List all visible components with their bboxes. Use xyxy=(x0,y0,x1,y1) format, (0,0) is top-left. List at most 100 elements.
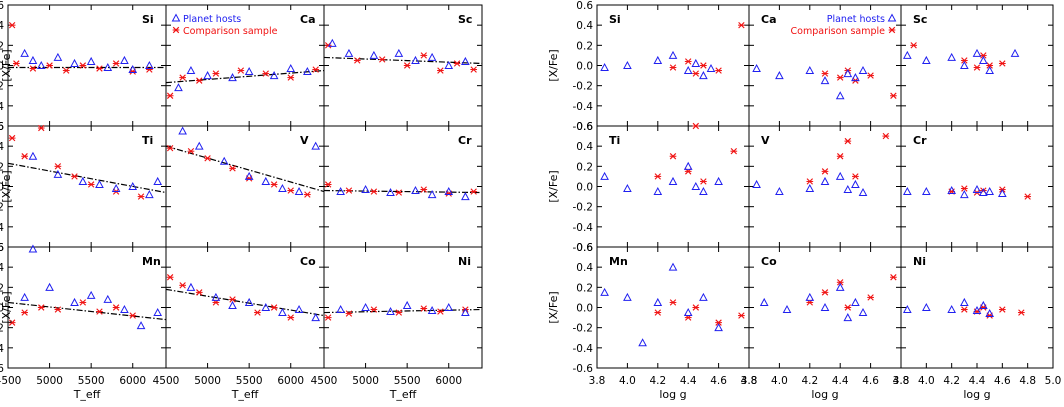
planet-host-point xyxy=(691,181,701,190)
element-label: Mn xyxy=(142,255,161,268)
y-tick-label: -0.6 xyxy=(573,363,594,375)
x-axis-label: log g xyxy=(811,388,838,401)
planet-host-point xyxy=(902,50,912,59)
planet-host-point xyxy=(228,300,237,309)
comparison-point xyxy=(62,67,70,74)
x-tick-label: 4500 xyxy=(311,375,338,387)
planet-host-point xyxy=(120,55,129,64)
planet-host-point xyxy=(843,69,853,78)
y-tick-label: -0.2 xyxy=(573,81,594,93)
planet-host-point xyxy=(714,323,723,332)
planet-host-point xyxy=(972,184,982,194)
planet-host-point xyxy=(985,186,995,196)
planet-host-point xyxy=(219,156,229,165)
planet-host-point xyxy=(972,48,982,57)
x-tick-label: 5000 xyxy=(194,375,221,387)
planet-host-point xyxy=(653,55,663,64)
y-tick-label: -0.2 xyxy=(0,202,4,214)
y-tick-label: 0.6 xyxy=(576,121,593,133)
comparison-point xyxy=(8,21,16,29)
element-label: Si xyxy=(609,13,621,26)
comparison-point xyxy=(12,60,20,67)
comparison-point xyxy=(353,57,361,64)
planet-host-point xyxy=(136,321,146,330)
planet-host-point xyxy=(714,176,723,185)
element-label: Ni xyxy=(913,255,926,268)
element-label: Cr xyxy=(913,134,927,147)
planet-host-point xyxy=(111,183,121,193)
comparison-point xyxy=(867,294,874,301)
element-label: Sc xyxy=(913,13,927,26)
planet-host-point xyxy=(461,192,470,201)
planet-host-point xyxy=(921,55,931,64)
planet-host-point xyxy=(805,183,815,193)
x-tick-label: 5500 xyxy=(236,375,263,387)
comparison-point xyxy=(166,274,174,281)
element-label: Ca xyxy=(300,13,316,26)
planet-host-point xyxy=(623,60,632,69)
planet-host-point xyxy=(145,60,154,69)
x-tick-label: 4.4 xyxy=(832,375,849,387)
planet-host-point xyxy=(120,304,129,314)
planet-host-point xyxy=(600,171,609,180)
y-tick-label: -0.2 xyxy=(573,323,594,335)
y-tick-label: 0.4 xyxy=(576,262,593,274)
comparison-point xyxy=(654,309,662,316)
planet-host-point xyxy=(978,55,988,64)
comparison-point xyxy=(312,66,320,73)
planet-host-point xyxy=(427,305,437,315)
comparison-point xyxy=(112,304,120,311)
comparison-point xyxy=(821,70,829,77)
planet-host-point xyxy=(820,76,830,85)
y-tick-label: 0.4 xyxy=(0,141,4,153)
planet-host-point xyxy=(985,308,995,318)
x-tick-label: 4.2 xyxy=(801,375,818,387)
legend-comparison-marker xyxy=(172,26,180,34)
planet-host-point xyxy=(820,302,830,311)
planet-host-point xyxy=(947,304,957,314)
planet-host-point xyxy=(174,83,183,92)
planet-host-point xyxy=(361,302,370,311)
y-tick-label: -0.4 xyxy=(573,343,594,355)
planet-host-point xyxy=(394,48,404,57)
comparison-point xyxy=(71,173,78,180)
y-tick-label: 0.2 xyxy=(0,282,4,294)
planet-host-point xyxy=(361,184,370,194)
planet-host-point xyxy=(28,244,38,253)
x-tick-label: 4.2 xyxy=(943,375,960,387)
comparison-point xyxy=(437,308,444,315)
y-tick-label: -0.6 xyxy=(573,121,594,133)
comparison-point xyxy=(852,173,859,180)
planet-host-point xyxy=(683,161,693,170)
planet-host-point xyxy=(70,58,79,67)
planet-host-point xyxy=(959,60,969,69)
planet-host-point xyxy=(902,304,912,314)
comparison-point xyxy=(324,314,332,321)
y-tick-label: 0.4 xyxy=(0,262,4,274)
x-tick-label: 3.8 xyxy=(589,375,606,387)
panel-sc: Sc xyxy=(900,4,1054,127)
comparison-point xyxy=(324,181,332,188)
y-tick-label: 0.6 xyxy=(576,0,593,12)
chart-teff: Si 0.6 0.4 0.2 0.0 -0.2 -0.4 -0.6 Ca Planet hosts… xyxy=(0,0,483,401)
comparison-point xyxy=(29,65,37,72)
planet-host-point xyxy=(775,186,784,196)
planet-host-point xyxy=(344,48,354,57)
planet-host-point xyxy=(311,313,321,322)
legend-planet-hosts-label: Planet hosts xyxy=(183,14,241,25)
x-tick-label: 3.8 xyxy=(741,375,758,387)
y-axis-label: [X/Fe] xyxy=(547,291,560,323)
x-tick-label: 4.4 xyxy=(969,375,986,387)
comparison-point xyxy=(973,64,981,71)
y-tick-label: -0.4 xyxy=(0,101,4,113)
x-axis-label: log g xyxy=(659,388,686,401)
panel-co: Co 3.8 4.0 4.2 4.4 4.6 4.8 xyxy=(741,246,909,387)
panel-co: Co 4500 5000 5500 6000 xyxy=(153,246,325,387)
planet-host-point xyxy=(244,171,254,180)
planet-host-point xyxy=(623,183,632,193)
comparison-point xyxy=(960,57,968,64)
planet-host-point xyxy=(128,64,138,74)
planet-host-point xyxy=(947,52,957,61)
planet-host-point xyxy=(858,65,868,75)
